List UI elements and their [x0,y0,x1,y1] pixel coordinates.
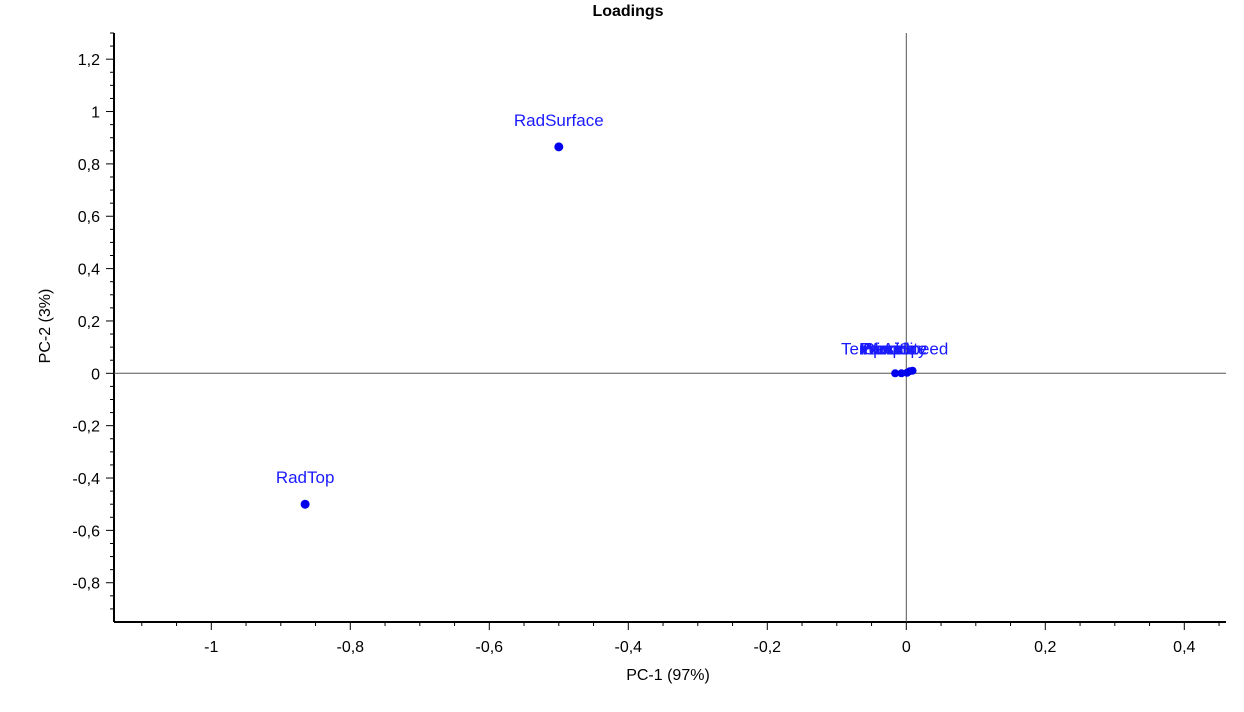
x-tick-label: -0,6 [476,639,504,656]
y-tick-label: -0,4 [72,471,100,488]
y-tick-label: 0 [91,366,100,383]
x-tick-label: 0 [902,639,911,656]
cluster-point [908,366,917,375]
cluster-point-label: TempAir [841,339,904,358]
y-tick-label: 0,6 [78,209,100,226]
y-tick-label: -0,8 [72,576,100,593]
data-point [554,142,564,152]
cluster-point-label: Humidity [860,339,927,358]
y-tick-label: 0,2 [78,314,100,331]
x-tick-label: 0,2 [1034,639,1056,656]
x-axis-title: PC-1 (97%) [626,667,710,684]
y-tick-label: -0,6 [72,523,100,540]
point-labels: RadSurface RadTop TempAirTempPressureHumid… [276,111,949,487]
x-tick-label: -0,4 [615,639,643,656]
x-tick-label: -0,2 [754,639,782,656]
cluster-point-label: Pressure [859,339,927,358]
y-tick-label: 0,8 [78,157,100,174]
axes [113,33,1226,623]
cluster-point-label: Clouds [863,339,916,358]
y-axis-title: PC-2 (3%) [37,289,54,364]
cluster-point-label: Temp [860,339,902,358]
point-label: RadSurface [514,111,604,130]
data-point [300,499,310,509]
x-tick-label: -1 [204,639,218,656]
point-label: RadTop [276,468,335,487]
y-tick-label: -0,2 [72,419,100,436]
y-tick-label: 1 [91,105,100,122]
tick-labels: -1 -0,8 -0,6 -0,4 -0,2 0 0,2 0,4 -0,8 -0,6 -0,4 -0,… [72,52,1195,656]
tick-marks [106,32,1220,630]
x-tick-label: 0,4 [1173,639,1195,656]
x-tick-label: -0,8 [337,639,365,656]
chart-title: Loadings [592,3,663,20]
cluster-point-label: WindSpeed [860,339,948,358]
y-tick-label: 1,2 [78,52,100,69]
y-tick-label: 0,4 [78,262,100,279]
cluster-point [891,369,900,378]
data-points [300,142,917,509]
